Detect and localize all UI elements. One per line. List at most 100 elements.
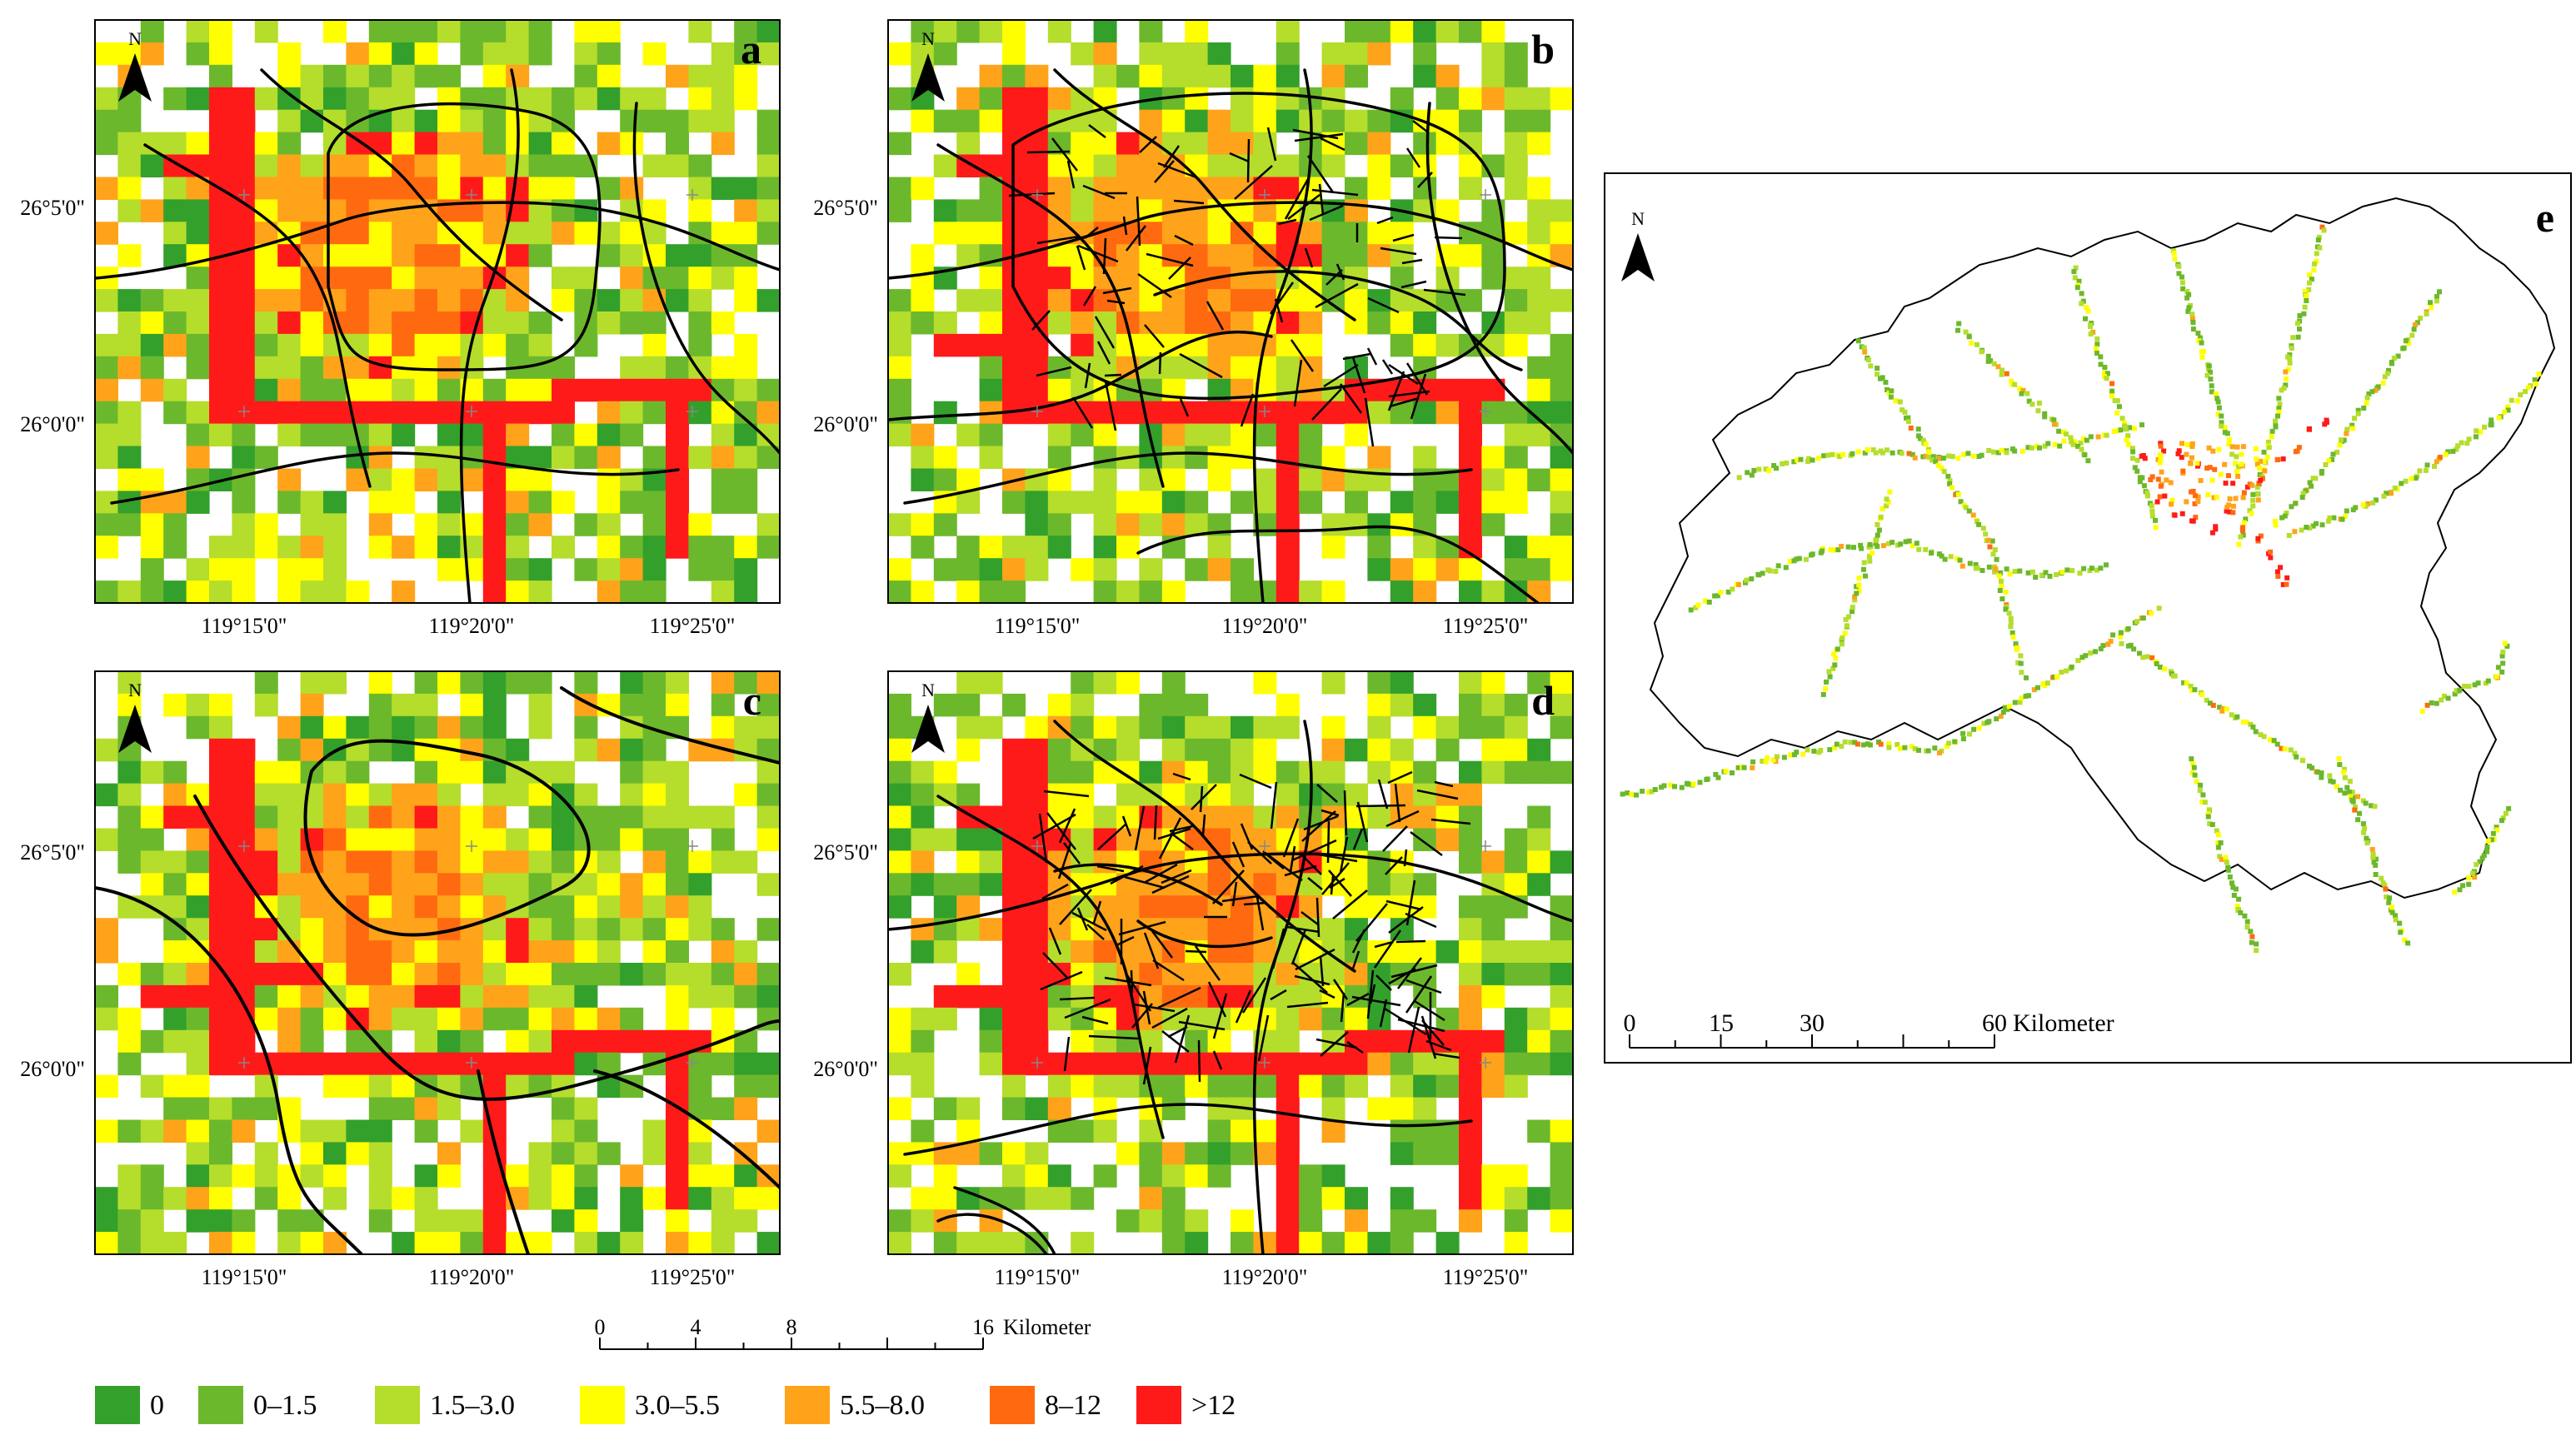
grid-cell: [1527, 738, 1551, 762]
graticule-crosses: [238, 189, 698, 417]
street-segment: [1284, 178, 1310, 220]
grid-cell: [1550, 850, 1573, 874]
grid-cell: [232, 558, 256, 581]
grid-cell: [1071, 984, 1095, 1009]
grid-cell: [140, 468, 164, 491]
route-cell: [2224, 706, 2229, 712]
street-segment: [1157, 827, 1191, 840]
grid-cell: [1345, 109, 1368, 133]
grid-cell: [933, 446, 957, 469]
street-segment: [1081, 1015, 1109, 1025]
grid-cell: [528, 850, 552, 874]
route-cell: [2069, 568, 2075, 574]
grid-cell: [666, 1164, 689, 1188]
grid-cell: [482, 693, 507, 717]
route-cell: [1834, 741, 1840, 747]
grid-cell: [1093, 132, 1117, 156]
route-cell: [2309, 277, 2314, 282]
route-cell: [2254, 456, 2259, 462]
grid-cell: [528, 805, 552, 829]
route-cell: [1974, 566, 1980, 571]
route-cell: [2282, 746, 2288, 752]
route-cell: [1859, 546, 1865, 551]
grid-cell: [528, 333, 552, 357]
grid-cell: [1435, 738, 1460, 762]
grid-cell: [597, 468, 621, 491]
route-cell: [2397, 920, 2403, 926]
grid-cell: [688, 109, 712, 133]
grid-cell: [1321, 738, 1345, 762]
route-cell: [1988, 358, 1994, 364]
route-cell: [2101, 432, 2107, 438]
grid-cell: [1345, 177, 1368, 200]
route-cell: [2077, 571, 2083, 576]
grid-cell: [163, 378, 187, 402]
grid-cell: [756, 222, 780, 245]
street-segment: [1102, 237, 1107, 275]
route-cell: [1920, 437, 1926, 443]
route-cell: [2212, 466, 2218, 472]
grid-cell: [1047, 491, 1071, 514]
lon-label-119-15: 119°15'0": [995, 614, 1081, 638]
route-cell: [2253, 729, 2259, 735]
route-cell: [1854, 584, 1860, 590]
route-cell: [1933, 459, 1939, 465]
legend-swatch: [580, 1386, 625, 1424]
grid-cell: [437, 468, 461, 491]
grid-cell: [666, 423, 689, 447]
route-cell: [2229, 444, 2235, 450]
grid-cell: [956, 536, 981, 559]
grid-cell: [1025, 289, 1049, 312]
grid-cell: [911, 20, 935, 43]
grid-cell: [95, 940, 118, 964]
grid-cell: [1002, 1187, 1026, 1210]
route-cell: [1910, 543, 1915, 549]
grid-cell: [1139, 1164, 1163, 1188]
route-cell: [2082, 452, 2088, 458]
route-cell: [2061, 438, 2067, 444]
grid-cell: [482, 109, 507, 133]
grid-cell: [956, 199, 981, 222]
route-cell: [2269, 428, 2275, 434]
route-cell: [2282, 513, 2288, 519]
grid-cell: [1481, 64, 1505, 88]
grid-cell: [277, 267, 302, 290]
grid-cell: [688, 850, 712, 874]
grid-cell: [620, 918, 644, 941]
grid-cell: [1527, 356, 1551, 380]
route-cell: [2276, 406, 2282, 411]
route-cell: [2240, 532, 2246, 538]
route-cell: [2164, 477, 2169, 483]
grid-cell: [277, 580, 302, 603]
grid-cell: [1025, 873, 1049, 896]
route-cell: [1981, 720, 1987, 726]
route-cell: [1876, 527, 1882, 533]
grid-cell: [1025, 760, 1049, 785]
street-segment: [1343, 790, 1348, 836]
grid-cell: [209, 42, 232, 66]
route-cell: [1880, 543, 1886, 549]
route-cell: [2240, 525, 2246, 531]
grid-cell: [414, 895, 438, 919]
route-cell: [2184, 289, 2190, 294]
road: [143, 143, 372, 488]
grid-cell: [506, 1052, 530, 1076]
route-cell: [2179, 511, 2185, 516]
grid-cell: [1550, 468, 1573, 491]
grid-cell: [711, 267, 735, 290]
grid-cell: [597, 401, 621, 425]
grid-cell: [323, 491, 347, 514]
grid-cell: [528, 446, 552, 469]
grid-cell: [711, 963, 735, 986]
grid-cell: [95, 222, 118, 245]
grid-cell: [1071, 1232, 1095, 1254]
route-cell: [1976, 725, 1982, 731]
grid-cell: [437, 984, 461, 1009]
grid-cell: [756, 378, 780, 402]
street-segment: [1352, 828, 1364, 850]
grid-cell: [209, 109, 232, 133]
route-cell: [1886, 541, 1891, 546]
grid-cell: [277, 783, 302, 807]
grid-cell: [1504, 267, 1528, 290]
grid-cell: [1071, 42, 1095, 66]
